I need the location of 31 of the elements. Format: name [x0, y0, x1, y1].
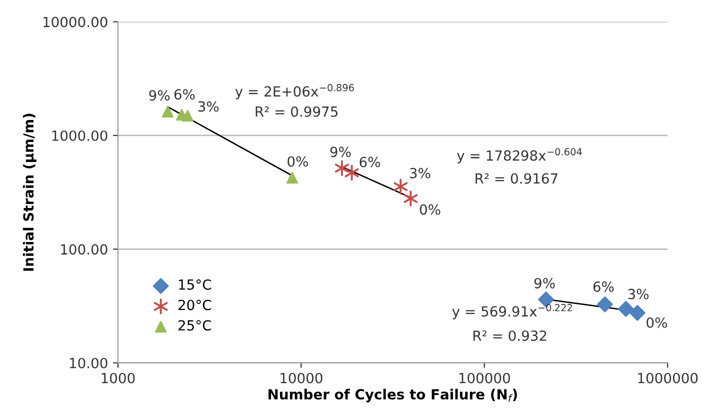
legend-label: 15°C — [179, 279, 212, 290]
x-tick-label: 10000 — [280, 372, 322, 384]
x-axis-title: Number of Cycles to Failure (N$_{f}$) — [268, 388, 517, 402]
annotation: 9% — [534, 278, 555, 288]
annotation: 3% — [628, 288, 649, 300]
annotation: 0% — [646, 317, 667, 328]
annotation: 9% — [330, 146, 351, 158]
annotation: y = 178298x$^{−0.604}$ — [457, 148, 582, 164]
annotation: 0% — [288, 156, 308, 167]
annotation: R² = 0.9167 — [476, 173, 558, 184]
legend-label: 25°C — [178, 320, 212, 331]
annotation: R² = 0.9975 — [256, 106, 338, 117]
annotation: 3% — [410, 168, 430, 178]
annotation: 6% — [360, 156, 380, 168]
annotation: R² = 0.932 — [473, 330, 546, 341]
legend-label: 20°C — [178, 300, 212, 310]
x-tick-label: 1000000 — [638, 372, 698, 384]
annotation: 0% — [420, 204, 440, 215]
annotation: 9% — [149, 90, 170, 101]
y-axis-title: Initial Strain (μm/m) — [22, 114, 36, 271]
annotation: 6% — [174, 89, 195, 100]
y-tick-label: 10.00 — [70, 358, 108, 368]
x-tick-label: 100000 — [459, 372, 510, 384]
y-tick-label: 10000.00 — [43, 16, 108, 28]
y-tick-label: 1000.00 — [52, 130, 108, 141]
annotation: 3% — [198, 101, 219, 112]
annotation: 6% — [593, 281, 614, 292]
annotation: y = 569.91x$^{−0.222}$ — [452, 304, 572, 320]
x-tick-label: 1000 — [102, 372, 135, 384]
annotation: y = 2E+06x$^{−0.896}$ — [235, 84, 354, 100]
y-tick-label: 100.00 — [61, 244, 108, 255]
